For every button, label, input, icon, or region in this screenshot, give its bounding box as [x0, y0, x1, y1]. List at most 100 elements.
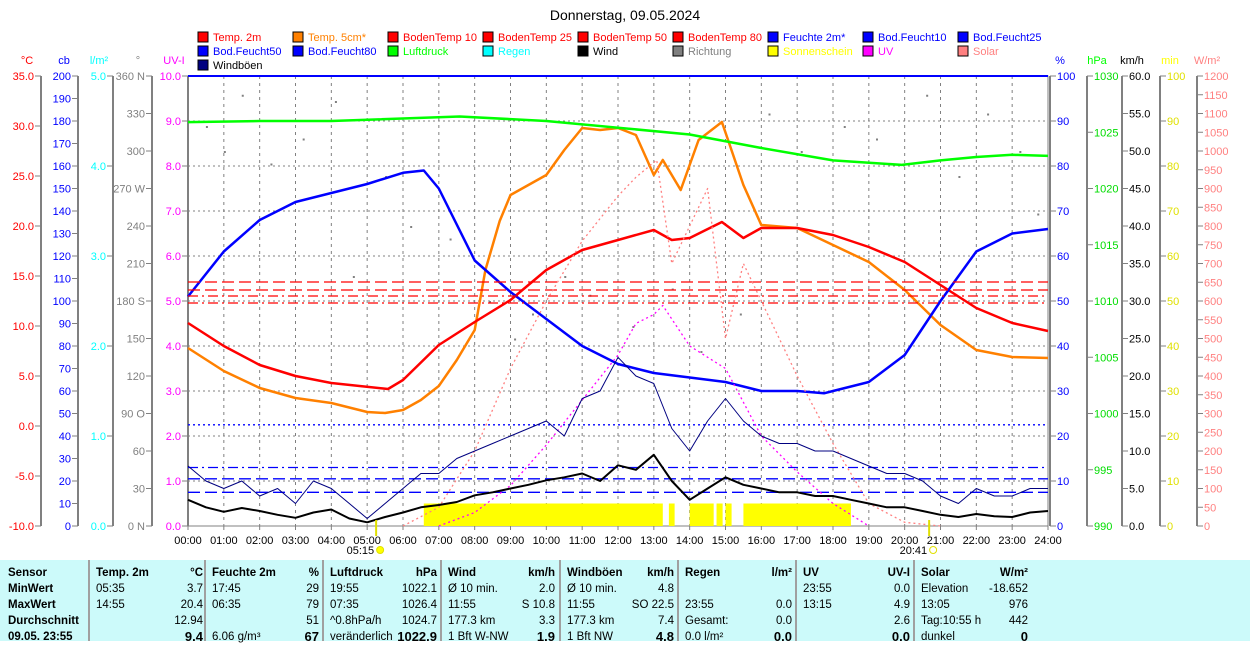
legend-swatch: [197, 31, 209, 43]
axis-unit-wind: km/h: [1120, 55, 1144, 67]
axis-tick-label: 200: [1204, 446, 1222, 458]
series-temp-2m: [187, 220, 1049, 391]
cell-value: 2.6: [894, 615, 910, 627]
legend-label: BodenTemp 10: [403, 32, 477, 44]
legend: Temp. 2m Temp. 5cm* BodenTemp 10 BodenTemp …: [197, 31, 1042, 72]
direction-point: [632, 326, 635, 328]
table-row: 11:55 SO 22.5: [561, 597, 679, 613]
table-row: 1 Bft NW 4.8: [561, 629, 679, 645]
direction-point: [1037, 213, 1040, 216]
legend-label: Wind: [593, 46, 618, 58]
table-row: Gesamt: 0.0: [679, 613, 797, 629]
axis-tick-label: 40: [59, 431, 71, 443]
table-row: 07:35 1026.4: [324, 597, 442, 613]
legend-label: Bod.Feucht25: [973, 32, 1042, 44]
cell-value: 51: [306, 615, 319, 627]
x-tick-label: 14:00: [676, 535, 704, 547]
cell-value: 9.4: [184, 629, 203, 644]
axis-tick-label: 1000: [1094, 409, 1118, 421]
axis-tick-label: 50.0: [1129, 146, 1150, 158]
axis-tick-label: 60: [1167, 251, 1179, 263]
axis-tick-label: 150: [127, 334, 145, 346]
cell-label: 1 Bft W-NW: [448, 631, 509, 643]
direction-point: [843, 126, 846, 128]
axis-tick-label: 5.0: [166, 296, 181, 308]
table-section: Feuchte 2m% 17:45 29 06:35 79 51 6.06 g/m³ 67: [204, 560, 324, 644]
axis-tick-label: 130: [53, 229, 71, 241]
axis-tick-label: 40: [1057, 341, 1069, 353]
table-row: ^0.8hPa/h 1024.7: [324, 613, 442, 629]
table-section: Windböen km/h Ø 10 min. 4.8 11:55 SO 22.5 177.…: [559, 560, 679, 644]
axis-unit-hum: %: [1055, 55, 1065, 67]
axis-tick-label: 1020: [1094, 184, 1118, 196]
cell-value: -18.652: [988, 583, 1028, 595]
cell-label: 6.06 g/m³: [212, 631, 261, 643]
direction-point: [987, 113, 990, 116]
axis-tick-label: 0: [1167, 521, 1173, 533]
axis-tick-label: 60.0: [1129, 71, 1150, 83]
axis-tick-label: 1100: [1204, 109, 1228, 121]
axis-tick-label: 300: [1204, 409, 1222, 421]
axis-tick-label: 150: [53, 184, 71, 196]
table-section: Temp. 2m °C 05:35 3.7 14:55 20.4 12.94 9.4: [88, 560, 208, 644]
cell-value: km/h: [647, 567, 674, 579]
table-header: Feuchte 2m%: [206, 565, 324, 581]
direction-point: [302, 138, 305, 141]
axis-tick-label: 90 O: [121, 409, 145, 421]
table-header: Regen l/m²: [679, 565, 797, 581]
x-tick-label: 07:00: [425, 535, 453, 547]
x-tick-label: 17:00: [783, 535, 811, 547]
legend-label: Feuchte 2m*: [783, 32, 846, 44]
legend-swatch: [767, 31, 779, 43]
cell-value: 7.4: [658, 615, 674, 627]
axis-tick-label: 55.0: [1129, 109, 1150, 121]
axis-tick-label: 180: [53, 116, 71, 128]
cell-label: Ø 10 min.: [448, 583, 498, 595]
direction-point: [270, 163, 273, 166]
direction-point: [958, 176, 961, 178]
table-row: 177.3 km 7.4: [561, 613, 679, 629]
axis-tick-label: 15.0: [1129, 409, 1150, 421]
cell-value: 0.0: [891, 629, 910, 644]
cell-label: Temp. 2m: [96, 567, 149, 579]
table-section: UV UV-I 23:55 0.0 13:15 4.9 2.6 0.0: [795, 560, 915, 644]
axis-unit-cb: cb: [58, 55, 70, 67]
direction-point: [800, 151, 803, 153]
axis-tick-label: 330: [127, 109, 145, 121]
table-section: Regen l/m² 23:55 0.0 Gesamt: 0.0 0.0 l/m² 0.0: [677, 560, 797, 644]
legend-label: Bod.Feucht10: [878, 32, 947, 44]
axis-tick-label: 800: [1204, 221, 1222, 233]
axis-tick-label: 10: [1057, 476, 1069, 488]
table-row: 13:15 4.9: [797, 597, 915, 613]
axis-tick-label: 80: [59, 341, 71, 353]
axis-tick-label: 30.0: [13, 121, 34, 133]
legend-swatch: [672, 45, 684, 57]
cell-value: 3.7: [187, 583, 203, 595]
x-tick-label: 19:00: [855, 535, 883, 547]
axis-tick-label: 120: [53, 251, 71, 263]
cell-label: 11:55: [448, 599, 476, 611]
legend-swatch: [482, 45, 494, 57]
axis-tick-label: 30: [1167, 386, 1179, 398]
series-luftdruck: [187, 115, 1049, 167]
cell-label: 177.3 km: [448, 615, 496, 627]
axis-tick-label: 90: [1057, 116, 1069, 128]
legend-label: Temp. 2m: [213, 32, 261, 44]
sunshine-bar: [716, 503, 723, 526]
direction-point: [739, 313, 742, 316]
series-feuchte-2m-: [187, 169, 1049, 395]
axis-tick-label: 300: [127, 146, 145, 158]
axis-tick-label: 20.0: [1129, 371, 1150, 383]
axis-tick-label: 10.0: [160, 71, 181, 83]
sunrise-label: 05:15: [347, 545, 375, 557]
axis-tick-label: 240: [127, 221, 145, 233]
cell-value: 0.0: [776, 599, 792, 611]
cell-label: 06:35: [212, 599, 241, 611]
direction-point: [768, 113, 771, 116]
axis-tick-label: 750: [1204, 240, 1222, 252]
cell-value: S 10.8: [521, 599, 555, 611]
statistics-table: Sensor MinWert MaxWert Durchschnitt 09.05. 2…: [0, 560, 1250, 644]
legend-swatch: [292, 45, 304, 57]
legend-swatch: [577, 31, 589, 43]
cell-label: Tag:10:55 h: [921, 615, 982, 627]
